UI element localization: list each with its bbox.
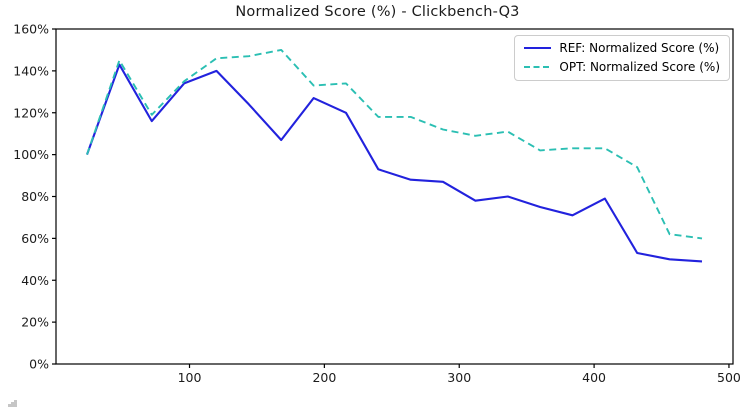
- ref-series-line: [86, 63, 703, 263]
- y-tick-label: 40%: [21, 273, 49, 288]
- y-tick-label: 160%: [13, 22, 49, 37]
- y-tick-label: 60%: [21, 231, 49, 246]
- y-tick-label: 80%: [21, 189, 49, 204]
- legend: REF: Normalized Score (%) OPT: Normalize…: [514, 35, 730, 81]
- x-tick-label: 400: [582, 370, 606, 385]
- opt-series-line: [86, 48, 703, 240]
- mouse-cursor-artifact-icon: [8, 400, 17, 407]
- x-tick-label: 100: [178, 370, 202, 385]
- x-tick-label: 500: [717, 370, 741, 385]
- y-tick-label: 140%: [13, 63, 49, 78]
- legend-label-opt: OPT: Normalized Score (%): [559, 60, 720, 74]
- chart-title: Normalized Score (%) - Clickbench-Q3: [235, 4, 520, 20]
- y-tick-label: 20%: [21, 315, 49, 330]
- y-tick-label: 120%: [13, 105, 49, 120]
- legend-label-ref: REF: Normalized Score (%): [559, 41, 720, 55]
- legend-item-opt: OPT: Normalized Score (%): [524, 60, 720, 74]
- y-tick-label: 100%: [13, 147, 49, 162]
- legend-item-ref: REF: Normalized Score (%): [524, 41, 720, 55]
- x-tick-label: 300: [447, 370, 471, 385]
- ref-line-sample-icon: [524, 47, 552, 49]
- y-tick-label: 0%: [29, 357, 49, 372]
- x-tick-label: 200: [312, 370, 336, 385]
- opt-line-sample-icon: [524, 66, 552, 68]
